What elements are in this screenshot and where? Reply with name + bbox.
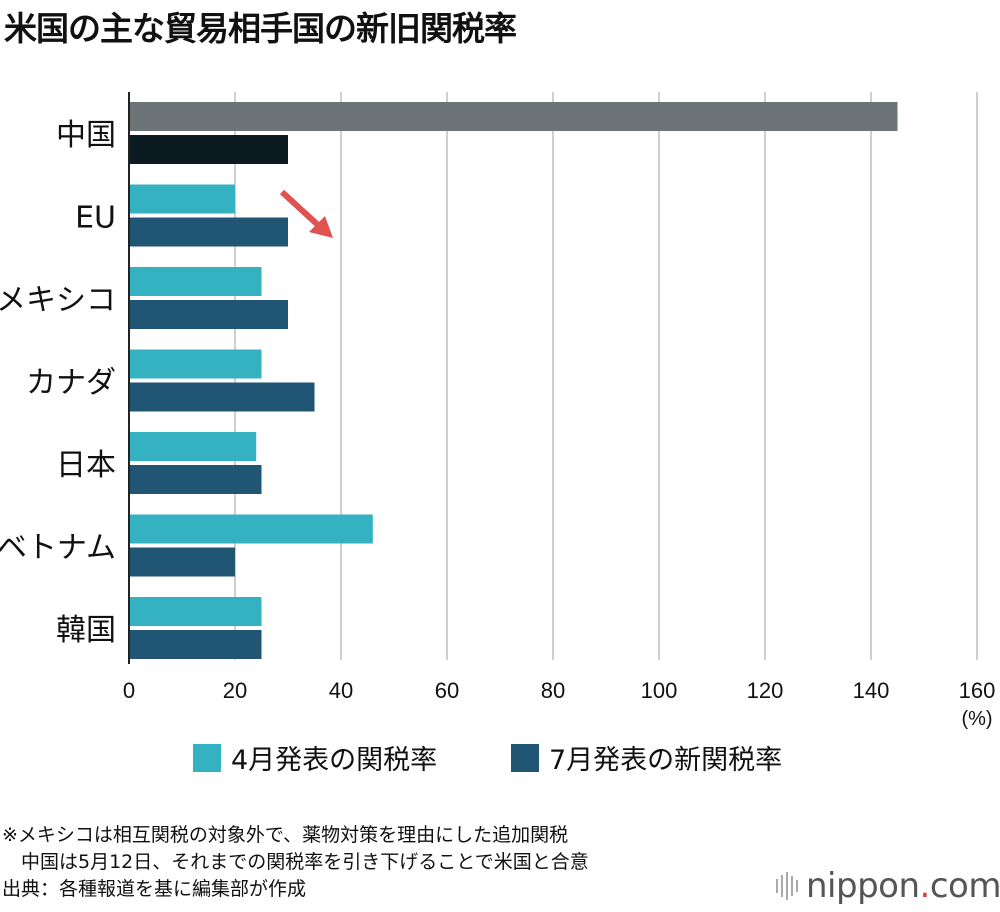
legend-item-july: 7月発表の新関税率 xyxy=(511,738,782,777)
x-tick-label: 0 xyxy=(123,678,135,703)
category-label: ベトナム xyxy=(0,531,116,566)
category-label: 韓国 xyxy=(56,613,116,648)
x-tick-label: 20 xyxy=(223,678,247,703)
bar-april xyxy=(129,514,373,544)
bar-april xyxy=(129,349,262,379)
bar-april xyxy=(129,432,257,461)
source-note: 出典：各種報道を基に編集部が作成 xyxy=(2,878,307,900)
legend-swatch-july xyxy=(511,743,539,772)
legend-item-april: 4月発表の関税率 xyxy=(193,738,437,777)
arrow-annotation-head xyxy=(309,216,333,238)
bar-july xyxy=(129,300,288,329)
x-tick-label: 80 xyxy=(541,678,565,703)
x-tick-label: 160 xyxy=(959,678,996,703)
footnote-2: 中国は5月12日、それまでの関税率を引き下げることで米国と合意 xyxy=(2,851,589,873)
footnote-1: ※メキシコは相互関税の対象外で、薬物対策を理由にした追加関税 xyxy=(2,824,569,846)
logo-mark-icon xyxy=(776,872,798,900)
bar-april xyxy=(129,267,262,296)
arrow-annotation-shaft xyxy=(279,189,321,228)
category-label: EU xyxy=(75,201,116,236)
x-tick-label: 60 xyxy=(435,678,459,703)
bar-july xyxy=(129,382,315,412)
x-tick-label: 100 xyxy=(641,678,678,703)
legend-label-july: 7月発表の新関税率 xyxy=(549,745,783,776)
bar-july xyxy=(129,135,288,164)
legend-label-april: 4月発表の関税率 xyxy=(231,745,438,776)
category-label: 日本 xyxy=(56,448,116,483)
bar-july xyxy=(129,547,235,577)
bar-july xyxy=(129,630,262,659)
legend-swatch-april xyxy=(193,743,221,772)
x-unit-label: (%) xyxy=(961,708,992,730)
category-label: カナダ xyxy=(26,366,116,401)
x-tick-label: 140 xyxy=(853,678,890,703)
x-tick-label: 40 xyxy=(329,678,353,703)
bar-april xyxy=(129,597,262,626)
bar-april xyxy=(129,102,898,131)
category-label: メキシコ xyxy=(0,283,116,318)
footnotes: ※メキシコは相互関税の対象外で、薬物対策を理由にした追加関税 中国は5月12日、… xyxy=(2,822,589,903)
bar-july xyxy=(129,217,288,247)
category-label: 中国 xyxy=(56,118,116,153)
bar-april xyxy=(129,184,235,214)
bar-july xyxy=(129,465,262,494)
nippon-logo: nippon. com xyxy=(776,866,1000,906)
chart-title: 米国の主な貿易相手国の新旧関税率 xyxy=(4,9,517,48)
x-tick-label: 120 xyxy=(747,678,784,703)
